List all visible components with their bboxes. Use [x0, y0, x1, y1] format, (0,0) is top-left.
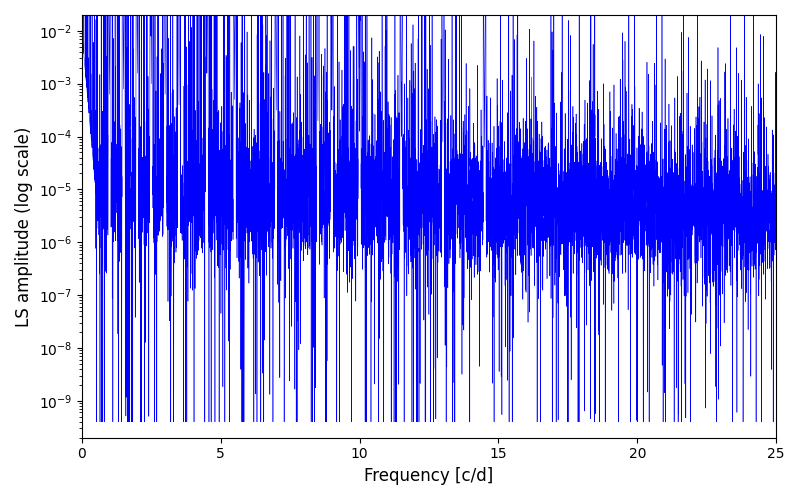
X-axis label: Frequency [c/d]: Frequency [c/d]: [364, 467, 494, 485]
Y-axis label: LS amplitude (log scale): LS amplitude (log scale): [15, 126, 33, 326]
